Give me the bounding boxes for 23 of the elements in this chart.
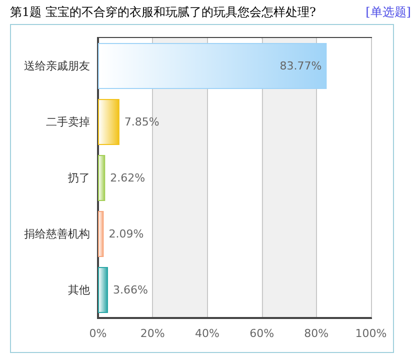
data-label: 2.09% bbox=[108, 228, 144, 240]
bar bbox=[98, 99, 120, 145]
x-tick-label: 60% bbox=[250, 327, 274, 340]
x-tick-label: 80% bbox=[304, 327, 329, 340]
bar bbox=[98, 43, 327, 89]
bar bbox=[98, 267, 108, 313]
x-tick-label: 100% bbox=[355, 327, 387, 340]
x-tick-label: 40% bbox=[194, 327, 220, 340]
data-label: 2.62% bbox=[110, 172, 146, 184]
x-tick-label: 0% bbox=[89, 327, 107, 340]
bar bbox=[98, 155, 106, 201]
y-tick-label: 送给亲戚朋友 bbox=[24, 60, 90, 72]
y-tick-label: 扔了 bbox=[67, 172, 90, 184]
y-tick-label: 捐给慈善机构 bbox=[24, 228, 90, 240]
chart-title: 第1题 宝宝的不合穿的衣服和玩腻了的玩具您会怎样处理? bbox=[10, 5, 316, 19]
data-label: 7.85% bbox=[124, 116, 160, 128]
y-tick-label: 其他 bbox=[68, 284, 90, 296]
bar bbox=[98, 211, 104, 257]
chart-subtitle: [单选题] bbox=[366, 4, 411, 21]
x-tick-label: 20% bbox=[140, 327, 165, 340]
data-label: 83.77% bbox=[280, 60, 322, 72]
data-label: 3.66% bbox=[112, 284, 148, 296]
y-tick-label: 二手卖掉 bbox=[46, 116, 90, 128]
